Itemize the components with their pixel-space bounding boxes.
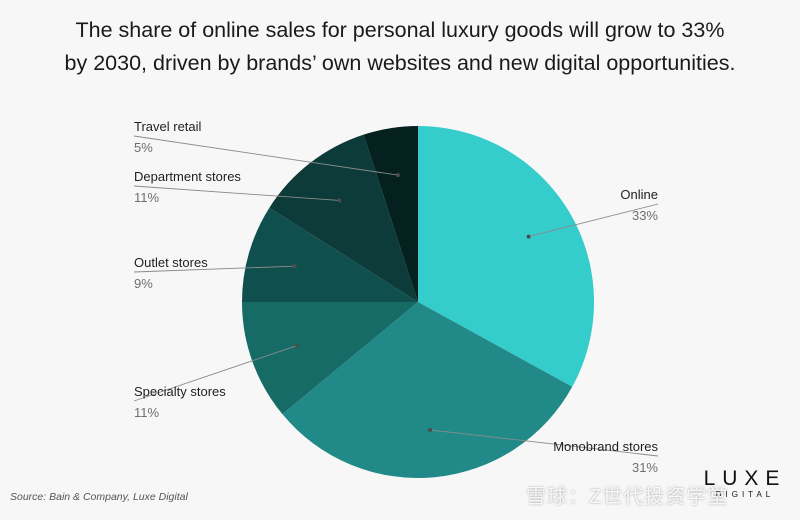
slice-label-specialty-stores: Specialty stores	[134, 384, 226, 399]
logo-sub-text: DIGITAL	[715, 490, 775, 499]
leader-dot-travel-retail	[395, 173, 400, 178]
pie-slice-outlet-stores	[242, 207, 418, 302]
slice-value-monobrand-stores: 31%	[632, 460, 658, 475]
pie-slice-online	[418, 126, 595, 387]
pie-slice-travel-retail	[363, 126, 418, 302]
leader-line-department-stores	[133, 185, 340, 201]
leader-line-online	[528, 203, 659, 238]
slice-label-monobrand-stores: Monobrand stores	[553, 439, 658, 454]
slice-label-online: Online	[620, 187, 658, 202]
chart-title-line-1: The share of online sales for personal l…	[75, 18, 725, 42]
slice-value-department-stores: 11%	[134, 190, 159, 205]
slice-label-department-stores: Department stores	[134, 169, 241, 184]
pie-slice-specialty-stores	[242, 302, 418, 415]
source-note: Source: Bain & Company, Luxe Digital	[10, 491, 188, 503]
slice-value-online: 33%	[632, 208, 658, 223]
pie-slice-monobrand-stores	[282, 302, 573, 478]
chart-title-line-2: by 2030, driven by brands’ own websites …	[64, 51, 736, 75]
watermark: 雪球：Z世代投资学堂	[526, 486, 729, 508]
leader-dot-specialty-stores	[295, 343, 300, 348]
luxe-digital-logo: LUXE DIGITAL	[700, 468, 790, 500]
leader-dot-outlet-stores	[292, 264, 297, 269]
slice-value-outlet-stores: 9%	[134, 276, 153, 291]
slice-label-outlet-stores: Outlet stores	[134, 255, 208, 270]
leader-line-outlet-stores	[133, 265, 295, 273]
logo-main-text: LUXE	[703, 467, 787, 490]
slice-value-travel-retail: 5%	[134, 140, 153, 155]
leader-dot-monobrand-stores	[428, 427, 433, 432]
leader-line-monobrand-stores	[430, 429, 659, 457]
leader-dot-department-stores	[337, 198, 342, 203]
chart-title: The share of online sales for personal l…	[0, 14, 800, 80]
slice-label-travel-retail: Travel retail	[134, 119, 202, 134]
pie-slice-department-stores	[269, 134, 418, 302]
leader-line-travel-retail	[133, 135, 398, 176]
leader-line-specialty-stores	[133, 345, 298, 402]
leader-dot-online	[526, 234, 531, 239]
slice-value-specialty-stores: 11%	[134, 405, 159, 420]
